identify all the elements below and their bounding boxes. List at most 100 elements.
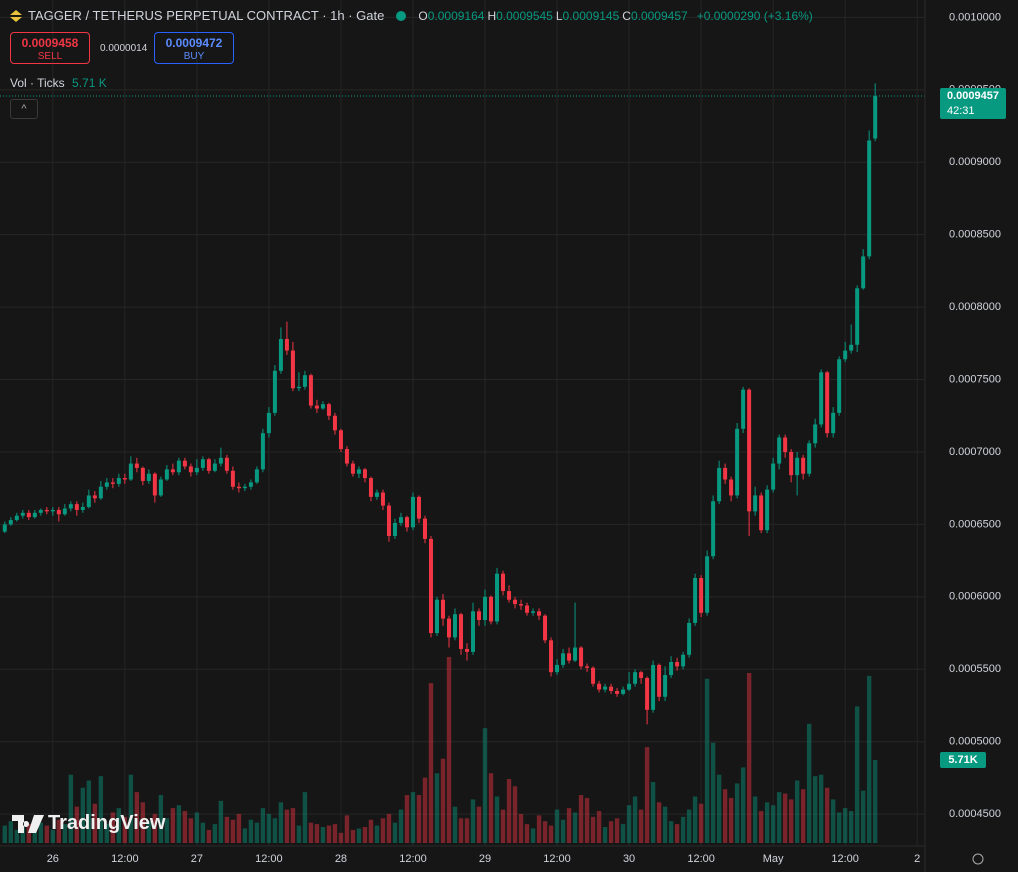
volume-value: 5.71 K	[72, 76, 107, 90]
last-price-tag	[940, 88, 1006, 120]
candle-body	[350, 463, 355, 474]
candle-body	[50, 509, 55, 512]
volume-bar	[314, 824, 320, 843]
volume-bar	[98, 776, 104, 843]
candle-body	[639, 672, 644, 678]
x-tick-label: 12:00	[255, 853, 283, 865]
brand: TradingView	[12, 812, 165, 835]
y-tick-label: 0.0009000	[949, 156, 1001, 168]
candle-body	[140, 467, 145, 481]
volume-bar	[872, 760, 878, 843]
candle-body	[152, 473, 157, 496]
buy-button[interactable]: 0.0009472 BUY	[154, 32, 234, 64]
candle-body	[68, 504, 73, 509]
candle-body	[597, 683, 602, 690]
ohlc-label: C	[622, 8, 631, 23]
candle-body	[693, 578, 698, 623]
volume-bar	[716, 774, 722, 843]
candle-body	[489, 596, 494, 622]
candle-body	[645, 677, 650, 710]
volume-bar	[170, 808, 176, 843]
volume-bar	[560, 819, 566, 843]
candle-body	[585, 666, 590, 668]
candle-body	[615, 690, 620, 694]
symbol-title: TAGGER / TETHERUS PERPETUAL CONTRACT · 1…	[28, 8, 385, 23]
volume-bar	[374, 825, 380, 843]
volume-bar	[248, 819, 254, 843]
candle-body	[573, 647, 578, 661]
volume-bar	[446, 656, 452, 843]
volume-bar	[614, 818, 620, 843]
volume-bar	[458, 818, 464, 843]
candle-body	[158, 479, 163, 496]
volume-bar	[590, 816, 596, 843]
candle-body	[182, 460, 187, 467]
legend-header: TAGGER / TETHERUS PERPETUAL CONTRACT · 1…	[10, 8, 816, 23]
volume-bar	[332, 824, 338, 843]
sell-button[interactable]: 0.0009458 SELL	[10, 32, 90, 64]
volume-bar	[626, 805, 632, 843]
volume-bar	[428, 683, 434, 843]
volume-bar	[548, 825, 554, 843]
candle-body	[567, 653, 572, 661]
volume-bar	[830, 799, 836, 843]
candle-body	[519, 604, 524, 606]
candle-body	[543, 615, 548, 641]
volume-bar	[2, 825, 8, 843]
volume-bar	[110, 812, 116, 843]
volume-bar	[122, 816, 128, 843]
volume-bar	[404, 795, 410, 843]
volume-bar	[386, 813, 392, 843]
candle-body	[483, 596, 488, 621]
price-axis	[925, 0, 1018, 872]
candle-body	[591, 667, 596, 684]
volume-bar	[152, 813, 158, 843]
candle-body	[675, 662, 680, 667]
volume-bar	[572, 812, 578, 843]
volume-bar	[788, 799, 794, 843]
candle-body	[531, 611, 536, 613]
y-tick-label: 0.0008500	[949, 229, 1001, 241]
volume-bar	[632, 796, 638, 843]
candle-body	[38, 509, 43, 513]
volume-bar	[176, 805, 182, 843]
ohlc-value: 0.0009545	[496, 8, 553, 23]
volume-bar	[818, 774, 824, 843]
volume-bar	[356, 828, 362, 843]
candle-body	[579, 647, 584, 667]
candle-body	[362, 469, 367, 479]
candle-body	[471, 611, 476, 652]
volume-bar	[158, 795, 164, 843]
candle-body	[332, 415, 337, 431]
volume-bar	[326, 825, 332, 843]
volume-bar	[440, 758, 446, 843]
volume-bar	[200, 822, 206, 843]
candle-body	[747, 389, 752, 512]
volume-bar	[44, 825, 50, 843]
volume-bar	[104, 824, 110, 843]
volume-bar	[470, 799, 476, 843]
collapse-button[interactable]: ^	[10, 99, 38, 119]
candle-body	[344, 449, 349, 464]
candle-body	[410, 496, 415, 528]
volume-bar	[686, 809, 692, 843]
candle-body	[356, 469, 361, 474]
x-tick-label: 12:00	[399, 853, 427, 865]
volume-bar	[650, 781, 656, 843]
candle-body	[8, 520, 13, 525]
y-tick-label: 0.0007500	[949, 373, 1001, 385]
candle-body	[783, 437, 788, 452]
volume-bar	[542, 821, 548, 843]
candle-body	[789, 451, 794, 476]
volume-bar	[74, 806, 80, 843]
candle-body	[416, 496, 421, 519]
volume-legend: Vol · Ticks 5.71 K	[10, 76, 107, 90]
volume-bar	[32, 828, 38, 843]
candle-body	[212, 463, 217, 471]
volume-bar	[398, 809, 404, 843]
candle-body	[861, 256, 866, 289]
volume-bar	[140, 802, 146, 843]
volume-bar	[302, 792, 308, 843]
candle-body	[771, 463, 776, 490]
